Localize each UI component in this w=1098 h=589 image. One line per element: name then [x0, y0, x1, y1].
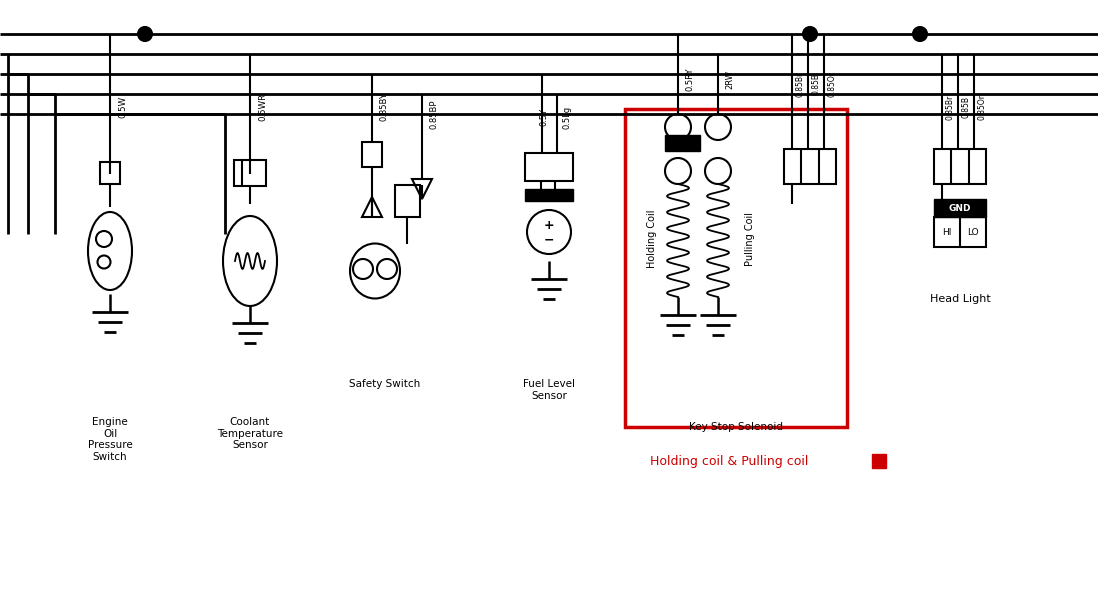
Text: 0.85Or: 0.85Or [828, 71, 837, 97]
Circle shape [138, 27, 152, 41]
Bar [784, 149, 836, 184]
Text: HI: HI [942, 227, 952, 237]
Polygon shape [362, 197, 382, 217]
Text: GND: GND [949, 204, 972, 213]
Text: −: − [544, 233, 554, 247]
Bar [100, 162, 120, 184]
Bar [872, 454, 886, 468]
Bar [934, 217, 986, 247]
Bar [625, 109, 847, 427]
Text: 0.5W: 0.5W [119, 96, 127, 118]
Text: Holding coil & Pulling coil: Holding coil & Pulling coil [650, 455, 808, 468]
Bar [362, 142, 382, 167]
Text: 0.5Lg: 0.5Lg [562, 105, 571, 128]
Text: Holding Coil: Holding Coil [647, 210, 657, 268]
Text: Head Light: Head Light [930, 294, 990, 304]
Circle shape [914, 27, 927, 41]
Text: LO: LO [967, 227, 978, 237]
Circle shape [803, 27, 817, 41]
Text: 2RW: 2RW [726, 70, 735, 88]
Text: 0.85B: 0.85B [811, 73, 820, 95]
Text: 0.5RY: 0.5RY [685, 67, 695, 91]
Text: 0.85Br: 0.85Br [945, 94, 954, 120]
Polygon shape [412, 179, 432, 199]
Text: Coolant
Temperature
Sensor: Coolant Temperature Sensor [217, 417, 283, 450]
Text: Fuel Level
Sensor: Fuel Level Sensor [523, 379, 575, 401]
Text: +: + [544, 219, 554, 231]
Text: Safety Switch: Safety Switch [349, 379, 421, 389]
Text: 0.85BP: 0.85BP [429, 100, 438, 129]
Text: 0.5Y: 0.5Y [539, 108, 549, 126]
Text: 0.85Or: 0.85Or [977, 94, 986, 120]
Bar [934, 199, 986, 217]
Text: 0.85Br: 0.85Br [795, 71, 805, 97]
Text: 0.5WR: 0.5WR [258, 93, 268, 121]
Bar [525, 153, 573, 181]
Text: 0.85B: 0.85B [962, 96, 971, 118]
Bar [934, 149, 986, 184]
Bar [525, 189, 573, 201]
Bar [395, 185, 421, 217]
Text: Key Stop Solenoid: Key Stop Solenoid [690, 422, 783, 432]
Text: Pulling Coil: Pulling Coil [746, 212, 755, 266]
Text: Engine
Oil
Pressure
Switch: Engine Oil Pressure Switch [88, 417, 133, 462]
Bar [234, 160, 266, 186]
Bar [665, 135, 701, 151]
Text: 0.85BY: 0.85BY [380, 92, 389, 121]
